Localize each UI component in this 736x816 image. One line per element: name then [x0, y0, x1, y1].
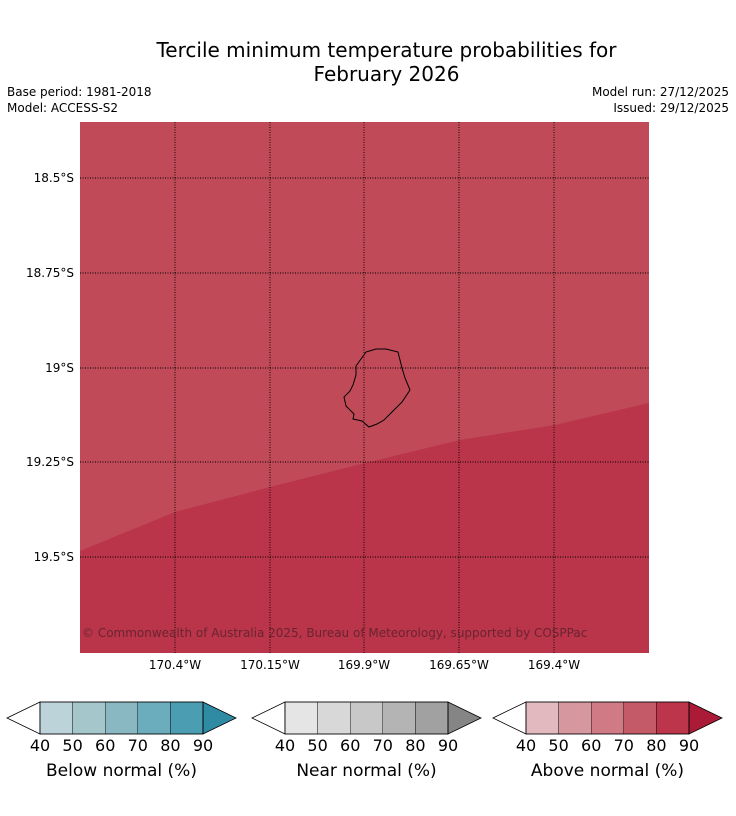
colorbar-outline	[39, 701, 204, 735]
issued-date: Issued: 29/12/2025	[613, 101, 729, 115]
colorbar-segment	[317, 701, 351, 735]
graticule	[80, 122, 649, 653]
colorbar-near: 40 50 60 70 80 90	[251, 701, 482, 755]
copyright-text: © Commonwealth of Australia 2025, Bureau…	[82, 626, 587, 640]
lat-label: 19.25°S	[26, 455, 74, 469]
colorbar-tick-label: 80	[646, 736, 666, 755]
longitude-labels: 170.4°W 170.15°W 169.9°W 169.65°W 169.4°W	[149, 658, 580, 672]
colorbar-tick-label: 80	[160, 736, 180, 755]
colorbar-extend-low	[6, 701, 41, 735]
colorbar-segment	[591, 701, 625, 735]
colorbar-segment	[656, 701, 690, 735]
island-coastline	[343, 348, 411, 428]
latitude-labels: 18.5°S 18.75°S 19°S 19.25°S 19.5°S	[26, 171, 74, 564]
colorbar-tick-label: 50	[307, 736, 327, 755]
colorbar-tick-label: 70	[373, 736, 393, 755]
lat-label: 19.5°S	[34, 550, 74, 564]
colorbar-tick-label: 70	[128, 736, 148, 755]
colorbar-tick-label: 50	[548, 736, 568, 755]
colorbar-tick-label: 60	[95, 736, 115, 755]
colorbar-extend-low	[492, 701, 527, 735]
colorbar-segment	[525, 701, 559, 735]
meta-left: Base period: 1981-2018 Model: ACCESS-S2	[7, 84, 152, 116]
colorbar-tick-label: 40	[516, 736, 536, 755]
colorbar-outline	[525, 701, 690, 735]
colorbar-tick-label: 80	[405, 736, 425, 755]
lon-label: 170.15°W	[240, 658, 300, 672]
colorbar-extend-high	[202, 701, 237, 735]
probability-region-lower	[80, 403, 649, 653]
colorbar-segment	[415, 701, 449, 735]
lon-label: 169.4°W	[528, 658, 580, 672]
colorbar-tick-label: 50	[62, 736, 82, 755]
colorbar-segment	[170, 701, 204, 735]
colorbar-tick-label: 90	[193, 736, 213, 755]
colorbar-tick-label: 60	[581, 736, 601, 755]
model-name: Model: ACCESS-S2	[7, 101, 119, 115]
lon-label: 169.9°W	[338, 658, 390, 672]
colorbar-outline	[284, 701, 449, 735]
colorbars: 40 50 60 70 80 90 40 50 60 70 80 90 40 50 60 70 80 90	[6, 701, 723, 755]
colorbar-tick-label: 90	[679, 736, 699, 755]
lon-label: 169.65°W	[429, 658, 489, 672]
colorbar-segment	[558, 701, 592, 735]
title-line-2: February 2026	[313, 62, 460, 86]
meta-right: Model run: 27/12/2025 Issued: 29/12/2025	[592, 84, 729, 116]
colorbar-tick-label: 90	[438, 736, 458, 755]
colorbar-tick-label: 40	[30, 736, 50, 755]
colorbar-above: 40 50 60 70 80 90	[492, 701, 723, 755]
colorbar-label-near: Near normal (%)	[296, 761, 437, 781]
lat-label: 19°S	[45, 361, 74, 375]
title-line-1: Tercile minimum temperature probabilitie…	[156, 38, 617, 62]
colorbar-tick-label: 70	[614, 736, 634, 755]
colorbar-segment	[104, 701, 138, 735]
model-run: Model run: 27/12/2025	[591, 85, 729, 99]
colorbar-extend-high	[447, 701, 482, 735]
chart-title: Tercile minimum temperature probabilitie…	[0, 38, 736, 86]
colorbar-extend-high	[688, 701, 723, 735]
colorbar-segment	[623, 701, 657, 735]
colorbar-segment	[72, 701, 106, 735]
colorbar-tick-label: 60	[340, 736, 360, 755]
colorbar-label-below: Below normal (%)	[46, 761, 197, 781]
colorbar-extend-low	[251, 701, 286, 735]
base-period: Base period: 1981-2018	[7, 85, 152, 99]
colorbar-segment	[284, 701, 318, 735]
colorbar-tick-label: 40	[275, 736, 295, 755]
colorbar-segment	[350, 701, 384, 735]
colorbar-below: 40 50 60 70 80 90	[6, 701, 237, 755]
lat-label: 18.5°S	[34, 171, 74, 185]
colorbar-segment	[137, 701, 171, 735]
lat-label: 18.75°S	[26, 266, 74, 280]
map-frame	[80, 122, 649, 653]
colorbar-label-above: Above normal (%)	[530, 761, 685, 781]
lon-label: 170.4°W	[149, 658, 201, 672]
colorbar-segment	[382, 701, 416, 735]
colorbar-segment	[39, 701, 73, 735]
